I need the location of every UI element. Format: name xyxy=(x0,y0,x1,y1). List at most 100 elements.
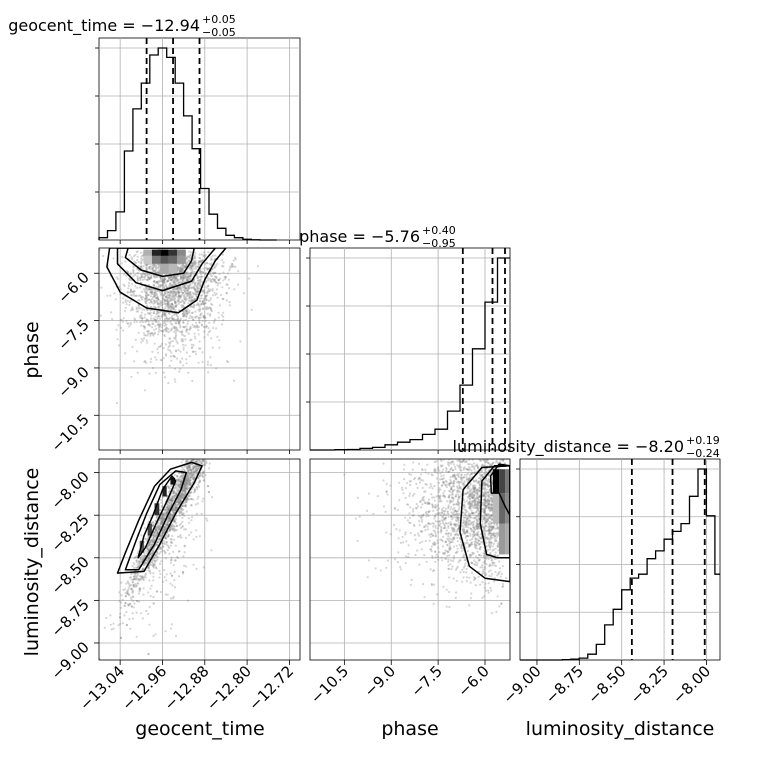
sample-point xyxy=(170,322,173,325)
sample-point xyxy=(165,319,168,322)
sample-point xyxy=(140,324,143,327)
sample-point xyxy=(133,317,136,320)
sample-point xyxy=(211,271,214,274)
sample-point xyxy=(144,334,147,337)
sample-point xyxy=(127,604,130,607)
density-cell xyxy=(151,249,161,256)
sample-point xyxy=(149,587,152,590)
sample-point xyxy=(163,376,167,379)
sample-point xyxy=(472,531,475,534)
sample-point xyxy=(175,276,178,279)
sample-point xyxy=(184,485,187,488)
sample-point xyxy=(195,290,198,293)
histogram-geocent-time xyxy=(98,47,277,241)
sample-point xyxy=(210,310,213,313)
sample-point xyxy=(190,266,193,270)
sample-point xyxy=(197,290,200,293)
sample-point xyxy=(163,317,167,321)
sample-point xyxy=(186,486,189,489)
sample-point xyxy=(202,251,205,254)
sample-point xyxy=(159,523,162,526)
sample-point xyxy=(173,579,176,582)
sample-point xyxy=(163,517,166,520)
sample-point xyxy=(179,483,182,486)
sample-point xyxy=(168,282,172,285)
sample-point xyxy=(443,510,446,513)
sample-point xyxy=(166,523,169,526)
sample-point xyxy=(156,541,159,544)
sample-point xyxy=(142,578,145,582)
sample-point xyxy=(200,461,203,464)
sample-point xyxy=(193,470,197,473)
sample-point xyxy=(183,275,186,279)
sample-point xyxy=(157,315,160,318)
sample-point xyxy=(499,575,502,578)
sample-point xyxy=(197,467,200,470)
sample-point xyxy=(200,303,203,306)
sample-point xyxy=(184,313,187,316)
sample-point xyxy=(180,269,183,272)
sample-point xyxy=(130,588,133,591)
sample-point xyxy=(456,486,459,490)
sample-point xyxy=(186,496,189,499)
sample-point xyxy=(176,319,179,322)
sample-point xyxy=(130,290,133,293)
sample-point xyxy=(201,474,204,477)
sample-point xyxy=(141,321,144,324)
sample-point xyxy=(162,293,165,296)
sample-point xyxy=(161,301,164,304)
sample-point xyxy=(131,290,134,293)
sample-point xyxy=(198,321,201,324)
sample-point xyxy=(183,314,186,317)
sample-point xyxy=(175,319,178,323)
sample-point xyxy=(169,582,172,585)
sample-point xyxy=(191,262,194,265)
sample-point xyxy=(476,538,479,541)
sample-point xyxy=(433,543,436,547)
sample-point xyxy=(202,302,205,305)
sample-point xyxy=(483,565,486,569)
sample-point xyxy=(163,576,166,579)
sample-point xyxy=(173,279,176,282)
sample-point xyxy=(154,356,157,359)
sample-point xyxy=(210,258,213,261)
sample-point xyxy=(138,560,141,564)
sample-point xyxy=(174,287,177,290)
sample-point xyxy=(169,299,172,302)
sample-point xyxy=(432,529,435,532)
sample-point xyxy=(420,473,423,476)
sample-point xyxy=(171,509,174,512)
sample-point xyxy=(483,494,486,498)
sample-point xyxy=(134,572,137,575)
sample-point xyxy=(212,278,215,281)
sample-point xyxy=(158,315,161,318)
sample-point xyxy=(402,541,405,544)
sample-point xyxy=(173,281,176,284)
sample-point xyxy=(421,530,424,533)
sample-point xyxy=(170,498,173,501)
sample-point xyxy=(189,325,192,328)
sample-point xyxy=(132,606,135,609)
sample-point xyxy=(191,467,194,470)
sample-point xyxy=(181,278,184,281)
sample-point xyxy=(187,293,191,296)
sample-point xyxy=(132,578,135,581)
sample-point xyxy=(206,363,209,366)
sample-point xyxy=(182,555,185,558)
sample-point xyxy=(227,360,230,364)
sample-point xyxy=(173,327,177,330)
sample-point xyxy=(172,345,175,348)
sample-point xyxy=(143,527,146,530)
sample-point xyxy=(474,577,477,580)
sample-point xyxy=(178,309,181,312)
sample-point xyxy=(162,278,165,282)
sample-point xyxy=(194,468,197,471)
sample-point xyxy=(162,330,165,333)
sample-point xyxy=(143,337,146,340)
sample-point xyxy=(184,338,187,341)
sample-point xyxy=(144,537,147,540)
sample-point xyxy=(181,496,184,499)
sample-point xyxy=(186,474,189,477)
sample-point xyxy=(487,461,490,465)
sample-point xyxy=(488,542,491,545)
